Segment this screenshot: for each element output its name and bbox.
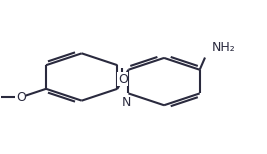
Text: NH₂: NH₂ <box>212 41 235 54</box>
Text: O: O <box>118 73 128 86</box>
Text: O: O <box>16 91 26 104</box>
Text: N: N <box>121 96 131 109</box>
